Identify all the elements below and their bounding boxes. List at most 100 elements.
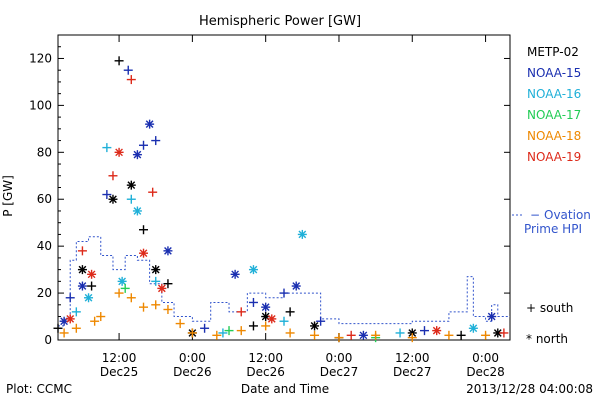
noaa-15-south-point — [102, 190, 112, 200]
noaa-19-south-point — [126, 75, 136, 85]
y-tick-label: 120 — [29, 51, 52, 65]
x-tick-time: 0:00 — [179, 351, 206, 365]
noaa-15-north-point — [77, 281, 87, 291]
metp-02-north-point — [77, 265, 87, 275]
metp-02-north-point — [126, 180, 136, 190]
noaa-15-north-point — [145, 119, 155, 129]
y-ticks: 0 20 40 60 80 100 120 — [29, 34, 510, 347]
x-tick-date: Dec26 — [173, 365, 212, 379]
noaa-18-south-point — [310, 330, 320, 340]
noaa-18-south-point — [481, 330, 491, 340]
legend-noaa-18: NOAA-18 — [527, 129, 581, 143]
data-marks — [53, 56, 509, 343]
noaa-18-south-point — [212, 330, 222, 340]
noaa-18-south-point — [187, 328, 197, 338]
noaa-19-south-point — [77, 246, 87, 256]
metp-02-south-point — [53, 323, 63, 333]
noaa-15-south-point — [419, 326, 429, 336]
legend: METP-02 NOAA-15 NOAA-16 NOAA-17 NOAA-18 NOAA-… — [512, 45, 591, 346]
legend-noaa-17: NOAA-17 — [527, 108, 581, 122]
noaa-18-south-point — [163, 305, 173, 314]
noaa-16-north-point — [468, 323, 478, 333]
ovation-series — [58, 236, 510, 327]
chart-title: Hemispheric Power [GW] — [199, 14, 361, 29]
x-tick-time: 12:00 — [248, 351, 283, 365]
noaa-18-south-point — [444, 330, 454, 340]
noaa-17-south-point — [120, 283, 130, 293]
noaa-19-north-point — [267, 314, 277, 324]
x-tick-time: 12:00 — [102, 351, 137, 365]
noaa-15-north-point — [291, 281, 301, 291]
legend-north-symbol: * north — [526, 332, 568, 346]
noaa-16-north-point — [84, 293, 94, 303]
noaa-18-south-point — [114, 288, 124, 298]
y-tick-label: 40 — [37, 239, 52, 253]
noaa-16-south-point — [71, 307, 81, 317]
noaa-15-north-point — [487, 312, 497, 322]
y-tick-label: 60 — [37, 192, 52, 206]
noaa-18-south-point — [285, 328, 295, 338]
noaa-15-north-point — [59, 316, 69, 326]
noaa-18-south-point — [371, 330, 381, 340]
y-tick-label: 20 — [37, 286, 52, 300]
noaa-15-north-point — [230, 269, 240, 279]
x-tick-date: Dec25 — [100, 365, 139, 379]
noaa-18-south-point — [59, 328, 69, 338]
legend-metp-02: METP-02 — [527, 45, 579, 59]
noaa-15-south-point — [139, 140, 149, 150]
noaa-15-north-point — [358, 330, 368, 340]
noaa-16-south-point — [218, 328, 228, 338]
noaa-15-south-point — [123, 65, 133, 75]
noaa-18-south-point — [151, 300, 161, 310]
legend-ovation-line1: Ovation — [544, 208, 591, 222]
noaa-19-north-point — [87, 269, 97, 279]
noaa-19-south-point — [148, 187, 158, 197]
legend-ovation-dash: − — [530, 208, 540, 222]
metp-02-south-point — [285, 307, 295, 317]
noaa-15-south-point — [151, 136, 161, 146]
noaa-15-north-point — [261, 302, 271, 312]
y-tick-label: 100 — [29, 98, 52, 112]
x-tick-time: 0:00 — [325, 351, 352, 365]
noaa-19-south-point — [346, 330, 356, 340]
x-tick-time: 0:00 — [472, 351, 499, 365]
noaa-18-south-point — [407, 333, 417, 343]
x-tick-date: Dec26 — [246, 365, 285, 379]
noaa-19-south-point — [108, 171, 118, 181]
noaa-16-north-point — [248, 265, 258, 275]
noaa-18-south-point — [261, 321, 271, 331]
legend-noaa-19: NOAA-19 — [527, 150, 581, 164]
metp-02-north-point — [310, 321, 320, 331]
plot-credit: Plot: CCMC — [6, 382, 72, 396]
noaa-15-south-point — [200, 323, 210, 333]
noaa-19-north-point — [139, 248, 149, 258]
metp-02-south-point — [139, 225, 149, 235]
noaa-18-south-point — [126, 293, 136, 303]
x-tick-date: Dec28 — [466, 365, 505, 379]
noaa-16-south-point — [395, 328, 405, 338]
noaa-19-south-point — [499, 328, 509, 338]
x-tick-date: Dec27 — [320, 365, 359, 379]
noaa-18-south-point — [175, 319, 185, 329]
noaa-16-north-point — [297, 229, 307, 239]
noaa-16-north-point — [117, 276, 127, 286]
legend-noaa-15: NOAA-15 — [527, 66, 581, 80]
x-tick-time: 12:00 — [395, 351, 430, 365]
noaa-15-north-point — [163, 246, 173, 256]
metp-02-north-point — [151, 265, 161, 275]
y-axis-label: P [GW] — [1, 175, 15, 217]
noaa-16-south-point — [102, 143, 112, 153]
noaa-18-south-point — [139, 302, 149, 312]
noaa-15-north-point — [132, 150, 142, 160]
metp-02-north-point — [108, 194, 118, 204]
noaa-15-south-point — [65, 293, 75, 303]
noaa-16-north-point — [132, 206, 142, 216]
metp-02-south-point — [163, 279, 173, 289]
noaa-19-north-point — [157, 283, 167, 293]
noaa-19-north-point — [432, 326, 442, 336]
x-tick-date: Dec27 — [393, 365, 432, 379]
noaa-15-south-point — [316, 316, 326, 326]
legend-ovation-line2: Prime HPI — [524, 222, 582, 236]
y-tick-label: 80 — [37, 145, 52, 159]
metp-02-south-point — [248, 321, 258, 331]
